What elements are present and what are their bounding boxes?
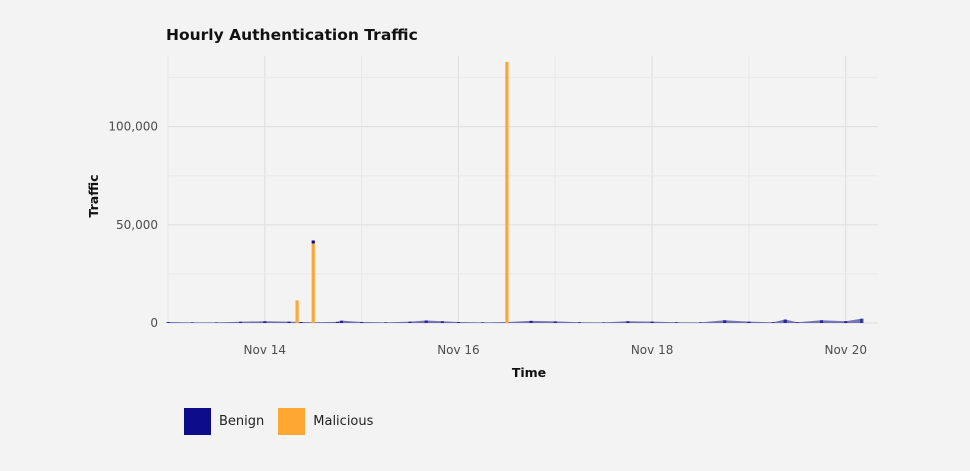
bar-malicious <box>295 300 299 323</box>
x-tick-label: Nov 14 <box>244 343 287 357</box>
chart-plot: 0 50,000 100,000 Nov 14 Nov 16 Nov 18 Nov 20 Ti… <box>86 56 878 380</box>
x-tick-label: Nov 16 <box>437 343 480 357</box>
x-tick-label: Nov 18 <box>631 343 674 357</box>
legend-swatch-benign <box>184 408 211 435</box>
area-benign <box>168 318 862 323</box>
legend-swatch-malicious <box>278 408 306 435</box>
y-tick-label: 50,000 <box>116 218 158 232</box>
legend-label-benign: Benign <box>219 414 265 429</box>
y-tick-label: 100,000 <box>108 120 158 134</box>
bar-benign-stacked <box>311 240 315 244</box>
x-tick-label: Nov 20 <box>824 343 867 357</box>
y-axis-title: Traffic <box>86 174 101 217</box>
legend-label-malicious: Malicious <box>313 414 374 429</box>
chart-title: Hourly Authentication Traffic <box>166 26 418 44</box>
x-axis-title: Time <box>512 365 546 380</box>
legend-item-malicious: Malicious <box>278 408 373 435</box>
legend-item-benign: Benign <box>184 408 264 435</box>
bar-malicious <box>505 61 509 323</box>
legend: Benign Malicious <box>184 408 387 435</box>
bar-malicious <box>311 243 315 323</box>
y-tick-label: 0 <box>150 316 158 330</box>
